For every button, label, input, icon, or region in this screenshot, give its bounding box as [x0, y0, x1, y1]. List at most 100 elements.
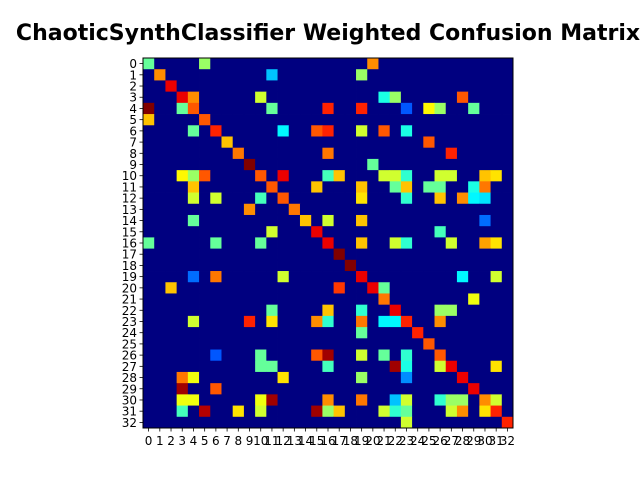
heatmap-cell	[445, 416, 458, 429]
heatmap-cell	[311, 315, 323, 328]
heatmap-cell	[288, 349, 301, 362]
heatmap-cell	[445, 214, 458, 227]
heatmap-cell	[400, 226, 413, 238]
heatmap-cell	[333, 338, 346, 350]
heatmap-cell	[356, 282, 368, 294]
heatmap-cell	[299, 349, 312, 362]
heatmap-cell	[288, 394, 301, 406]
heatmap-cell	[378, 147, 391, 160]
heatmap-cell	[299, 315, 312, 328]
heatmap-cell	[221, 293, 234, 306]
heatmap-cell	[266, 259, 278, 272]
heatmap-cell	[378, 69, 391, 81]
heatmap-cell	[277, 327, 290, 339]
heatmap-cell	[344, 203, 357, 216]
heatmap-cell	[400, 102, 413, 115]
heatmap-cell	[243, 158, 256, 171]
heatmap-cell	[210, 91, 222, 104]
heatmap-cell	[277, 282, 290, 294]
heatmap-cell	[187, 91, 200, 104]
heatmap-cell	[266, 136, 278, 149]
heatmap-cell	[165, 170, 178, 182]
heatmap-cell	[165, 91, 178, 104]
heatmap-cell	[423, 69, 435, 81]
heatmap-cell	[210, 147, 222, 160]
heatmap-cell	[210, 170, 222, 182]
heatmap-cell	[255, 192, 267, 205]
heatmap-cell	[288, 102, 301, 115]
heatmap-cell	[299, 114, 312, 126]
heatmap-cell	[400, 114, 413, 126]
heatmap-cell	[255, 58, 267, 70]
heatmap-cell	[322, 327, 335, 339]
heatmap-cell	[176, 338, 189, 350]
heatmap-cell	[356, 192, 368, 205]
heatmap-cell	[311, 405, 323, 418]
heatmap-cell	[412, 136, 424, 149]
heatmap-cell	[412, 416, 424, 429]
heatmap-cell	[199, 259, 211, 272]
heatmap-cell	[187, 114, 200, 126]
y-tick-label: 6	[129, 124, 137, 138]
heatmap-cell	[277, 271, 290, 283]
heatmap-cell	[266, 58, 278, 70]
heatmap-cell	[501, 248, 514, 261]
heatmap-cell	[288, 360, 301, 373]
heatmap-cell	[165, 203, 178, 216]
heatmap-cell	[367, 136, 379, 149]
heatmap-cell	[434, 147, 447, 160]
heatmap-cell	[434, 226, 447, 238]
heatmap-cell	[176, 91, 189, 104]
heatmap-cell	[232, 293, 245, 306]
heatmap-cell	[232, 147, 245, 160]
heatmap-cell	[389, 136, 402, 149]
heatmap-cell	[243, 405, 256, 418]
heatmap-cell	[154, 293, 166, 306]
heatmap-cell	[389, 102, 402, 115]
heatmap-cell	[243, 170, 256, 182]
heatmap-cell	[311, 416, 323, 429]
heatmap-cell	[412, 360, 424, 373]
heatmap-cell	[490, 349, 503, 362]
heatmap-cell	[143, 170, 155, 182]
heatmap-cell	[333, 170, 346, 182]
heatmap-cell	[356, 405, 368, 418]
heatmap-cell	[400, 147, 413, 160]
heatmap-cell	[356, 271, 368, 283]
heatmap-cell	[378, 91, 391, 104]
heatmap-cell	[199, 282, 211, 294]
heatmap-cell	[333, 203, 346, 216]
heatmap-cell	[412, 158, 424, 171]
x-tick-label: 8	[234, 434, 242, 448]
heatmap-cell	[423, 315, 435, 328]
heatmap-cell	[176, 327, 189, 339]
heatmap-cell	[479, 170, 491, 182]
heatmap-cell	[456, 237, 469, 250]
heatmap-cell	[501, 226, 514, 238]
heatmap-cell	[479, 315, 491, 328]
heatmap-cell	[479, 237, 491, 250]
heatmap-cell	[199, 136, 211, 149]
heatmap-cell	[266, 338, 278, 350]
heatmap-cell	[367, 360, 379, 373]
heatmap-cell	[255, 327, 267, 339]
x-tick-label: 6	[212, 434, 220, 448]
y-tick-label: 22	[122, 304, 137, 318]
heatmap-cell	[389, 147, 402, 160]
heatmap-cell	[277, 136, 290, 149]
heatmap-cell	[187, 360, 200, 373]
heatmap-cell	[501, 315, 514, 328]
heatmap-cell	[187, 304, 200, 317]
heatmap-cell	[311, 147, 323, 160]
heatmap-cell	[445, 91, 458, 104]
heatmap-cell	[490, 338, 503, 350]
heatmap-cell	[322, 394, 335, 406]
heatmap-cell	[479, 349, 491, 362]
heatmap-cell	[199, 405, 211, 418]
heatmap-cell	[468, 226, 480, 238]
heatmap-cell	[165, 147, 178, 160]
heatmap-cell	[490, 304, 503, 317]
heatmap-cell	[501, 170, 514, 182]
heatmap-cell	[243, 58, 256, 70]
heatmap-cell	[176, 383, 189, 395]
